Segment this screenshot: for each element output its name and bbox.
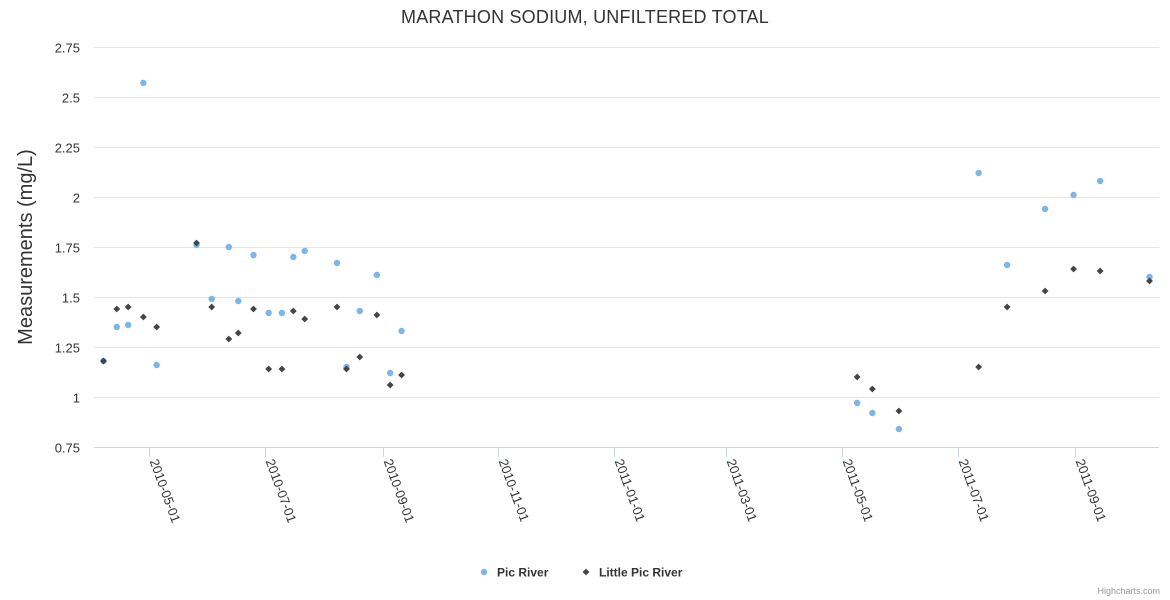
pic-river-point [356,307,363,315]
legend-diamond-symbol [582,568,590,576]
data-points [100,79,1153,433]
chart-title: MARATHON SODIUM, UNFILTERED TOTAL [401,7,769,27]
y-tick-label: 1.75 [55,241,80,256]
y-tick-label: 2.25 [55,141,80,156]
pic-river-point [113,323,120,331]
pic-river-point [1041,205,1049,213]
y-tick-label: 1.25 [55,341,80,356]
pic-river-point [124,321,132,329]
legend-item-little-pic-river[interactable]: Little Pic River [582,566,683,580]
little-pic-river-point [1070,265,1077,273]
little-pic-river-point [975,363,983,371]
pic-river-point [235,297,242,305]
little-pic-river-point [234,329,242,337]
grid-lines [94,47,1159,398]
x-tick-label: 2011-09-01 [1073,457,1110,524]
pic-river-point [1146,273,1153,281]
little-pic-river-point [1041,287,1049,295]
pic-river-point [301,247,308,255]
pic-river-point [265,309,272,317]
little-pic-river-point [265,365,273,373]
little-pic-river-point [1146,277,1153,285]
little-pic-river-point [1003,303,1011,311]
pic-river-point [278,309,286,317]
pic-river-point [869,409,876,417]
little-pic-river-point [225,335,233,343]
little-pic-river-point [868,385,876,393]
little-pic-river-point [373,311,381,319]
little-pic-river-point [124,303,132,311]
pic-river-point [1003,261,1011,269]
little-pic-river-point [333,303,341,311]
axes: 0.75 1 1.25 1.5 1.75 2 2.25 2.5 2.75 2010-05-01 20… [15,41,1159,525]
little-pic-river-point [386,381,394,389]
x-tick-label: 2010-11-01 [496,457,533,524]
legend-item-pic-river[interactable]: Pic River [480,566,549,580]
little-pic-river-point [208,303,216,311]
x-tick-label: 2011-05-01 [840,457,877,524]
pic-river-point [975,169,982,177]
pic-river-point [290,253,297,261]
x-tick-label: 2010-05-01 [147,457,184,525]
legend-circle-symbol [480,568,488,576]
pic-river-point [208,295,215,303]
little-pic-river-point [100,357,107,365]
pic-river-point [398,327,405,335]
y-tick-label: 1.5 [62,291,80,306]
y-axis-title: Measurements (mg/L) [15,149,37,345]
credits-link[interactable]: Highcharts.com [1097,586,1160,596]
little-pic-river-point [139,313,147,321]
little-pic-river-point [289,307,297,315]
little-pic-river-point [1096,267,1104,275]
legend: Pic River Little Pic River [480,566,683,580]
legend-label: Little Pic River [599,566,683,580]
x-tick-label: 2010-07-01 [263,457,300,525]
little-pic-river-point [113,305,121,313]
y-tick-label: 0.75 [55,441,80,456]
legend-label: Pic River [497,566,549,580]
pic-river-point [386,369,394,377]
little-pic-river-point [398,371,405,379]
pic-river-point [333,259,341,267]
pic-river-point [225,243,232,251]
pic-river-point [853,399,861,407]
y-tick-label: 1 [73,391,80,406]
pic-river-point [250,251,257,259]
little-pic-river-point [278,365,286,373]
y-tick-label: 2 [73,191,80,206]
pic-river-point [1070,191,1077,199]
little-pic-river-point [853,373,861,381]
x-tick-label: 2011-03-01 [724,457,761,524]
little-pic-river-point [895,407,903,415]
little-pic-river-point [193,239,200,247]
x-tick-label: 2011-01-01 [612,457,649,524]
x-tick-label: 2010-09-01 [381,457,418,525]
little-pic-river-point [301,315,309,323]
x-tick-label: 2011-07-01 [956,457,993,524]
little-pic-river-point [356,353,364,361]
pic-river-point [373,271,381,279]
pic-river-point [1096,177,1104,185]
pic-river-point [895,425,903,433]
pic-river-point [140,79,147,87]
pic-river-point [153,361,160,369]
little-pic-river-point [343,365,350,373]
y-tick-label: 2.75 [55,41,80,56]
little-pic-river-point [153,323,161,331]
little-pic-river-point [250,305,257,313]
y-tick-label: 2.5 [62,91,80,106]
